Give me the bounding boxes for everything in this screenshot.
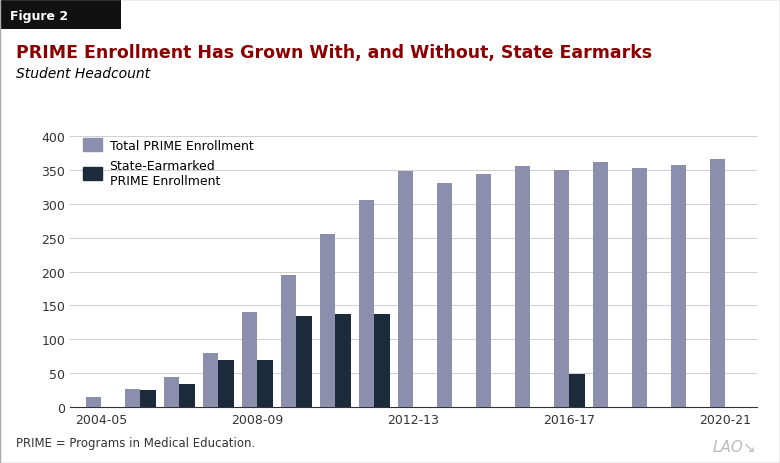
Bar <box>125 389 140 407</box>
Bar <box>398 172 413 407</box>
Text: Student Headcount: Student Headcount <box>16 67 150 81</box>
Bar <box>632 168 647 407</box>
Bar <box>179 384 195 407</box>
Bar <box>593 162 608 407</box>
Bar <box>320 235 335 407</box>
Bar <box>671 166 686 407</box>
Bar <box>86 397 101 407</box>
Legend: Total PRIME Enrollment, State-Earmarked
PRIME Enrollment: Total PRIME Enrollment, State-Earmarked … <box>83 138 254 188</box>
Bar <box>515 166 530 407</box>
Bar <box>296 316 312 407</box>
Bar <box>710 160 725 407</box>
Bar <box>374 315 390 407</box>
Bar <box>437 184 452 407</box>
Text: PRIME = Programs in Medical Education.: PRIME = Programs in Medical Education. <box>16 436 255 449</box>
Text: LAO↘: LAO↘ <box>713 439 757 454</box>
Bar <box>335 315 351 407</box>
Bar <box>281 275 296 407</box>
Bar <box>140 390 156 407</box>
Bar <box>569 374 585 407</box>
Bar <box>242 313 257 407</box>
Text: Figure 2: Figure 2 <box>9 10 68 23</box>
Bar <box>218 360 234 407</box>
Text: PRIME Enrollment Has Grown With, and Without, State Earmarks: PRIME Enrollment Has Grown With, and Wit… <box>16 44 652 62</box>
Bar <box>359 201 374 407</box>
Bar <box>476 175 491 407</box>
Bar <box>203 353 218 407</box>
Bar <box>257 360 273 407</box>
Bar <box>164 377 179 407</box>
Bar <box>554 170 569 407</box>
